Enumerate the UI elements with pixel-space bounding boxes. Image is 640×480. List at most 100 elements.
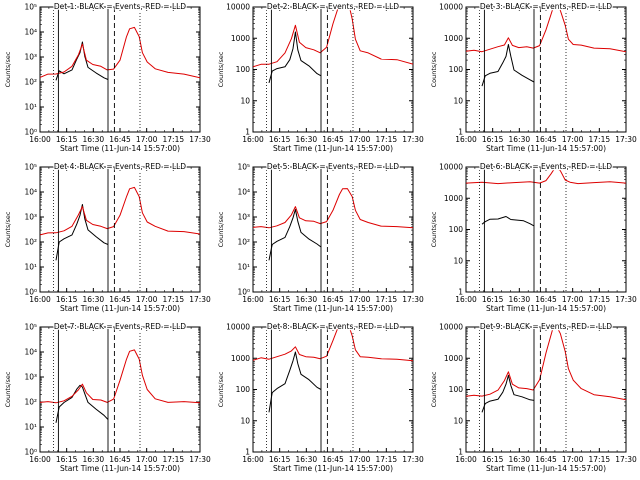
x-axis-label: Start Time (11-Jun-14 15:57:00) [486, 464, 606, 473]
series-line-events [481, 44, 535, 87]
x-tick-label: 17:30 [615, 295, 637, 304]
y-tick-label: 10⁴ [237, 188, 250, 197]
y-axis-label: Counts/sec [430, 371, 438, 407]
x-tick-label: 17:30 [402, 135, 424, 144]
x-tick-label: 17:15 [589, 455, 611, 464]
y-axis-label: Counts/sec [4, 371, 12, 407]
x-axis-label: Start Time (11-Jun-14 15:57:00) [273, 304, 393, 313]
y-tick-label: 100 [449, 385, 464, 394]
y-tick-label: 1000 [231, 354, 250, 363]
time-markers [479, 167, 567, 292]
data-area [40, 26, 200, 81]
y-tick-label: 10⁰ [237, 288, 250, 297]
y-tick-label: 10⁵ [24, 3, 37, 12]
time-markers [53, 327, 141, 452]
x-tick-label: 17:30 [402, 455, 424, 464]
series-line-events [268, 31, 322, 84]
x-tick-label: 16:45 [109, 455, 131, 464]
y-tick-label: 100 [449, 225, 464, 234]
y-tick-label: 10⁴ [24, 188, 37, 197]
x-tick-label: 17:15 [376, 135, 398, 144]
x-tick-label: 16:45 [322, 295, 344, 304]
x-tick-label: 16:15 [269, 135, 291, 144]
x-tick-label: 17:15 [376, 455, 398, 464]
plot-frame [465, 166, 627, 293]
x-tick-label: 17:30 [615, 135, 637, 144]
plot-frame [39, 166, 201, 293]
series-line-events [55, 204, 109, 261]
data-area [40, 186, 200, 261]
y-tick-label: 10¹ [237, 263, 250, 272]
y-tick-label: 10² [24, 78, 37, 87]
panel-title: Det 3: BLACK = Events, RED = LLD [480, 2, 612, 11]
data-area [466, 327, 626, 413]
y-tick-label: 100 [449, 65, 464, 74]
x-tick-label: 16:15 [56, 135, 78, 144]
x-axis-label: Start Time (11-Jun-14 15:57:00) [273, 144, 393, 153]
y-axis-label: Counts/sec [4, 211, 12, 247]
y-tick-label: 10⁵ [237, 163, 250, 172]
x-tick-label: 17:15 [163, 135, 185, 144]
series-line-events [268, 351, 322, 413]
x-axis-label: Start Time (11-Jun-14 15:57:00) [60, 304, 180, 313]
x-tick-label: 17:15 [589, 295, 611, 304]
series-line-events [55, 41, 109, 81]
x-tick-label: 17:00 [136, 295, 158, 304]
y-tick-label: 10⁰ [24, 128, 37, 137]
detector-panel-1: 10⁰ 10¹ 10² 10³ 10⁴ 10⁵ 16:00 16:15 16:30 16:45 17… [4, 1, 211, 153]
y-tick-label: 10 [453, 96, 463, 105]
detector-panel-6: 1 10 100 1000 10000 16:00 16:15 16:30 16:45 17:00… [430, 161, 637, 313]
x-axis-label: Start Time (11-Jun-14 15:57:00) [486, 144, 606, 153]
x-tick-label: 16:15 [482, 455, 504, 464]
data-area [253, 327, 413, 413]
x-axis-label: Start Time (11-Jun-14 15:57:00) [60, 144, 180, 153]
y-tick-label: 1000 [231, 34, 250, 43]
detector-panel-9: 1 10 100 1000 10000 16:00 16:15 16:30 16:45 17:00… [430, 321, 637, 473]
series-line-lld [253, 7, 413, 68]
x-tick-label: 17:15 [376, 295, 398, 304]
y-tick-label: 10⁵ [24, 323, 37, 332]
x-tick-label: 17:15 [163, 295, 185, 304]
y-tick-label: 10 [240, 96, 250, 105]
x-axis-label: Start Time (11-Jun-14 15:57:00) [60, 464, 180, 473]
x-tick-label: 16:00 [242, 135, 264, 144]
y-tick-label: 100 [236, 385, 251, 394]
panel-title: Det 7: BLACK = Events, RED = LLD [54, 322, 186, 331]
y-tick-label: 10² [24, 238, 37, 247]
series-line-lld [466, 327, 626, 401]
x-tick-label: 16:15 [269, 295, 291, 304]
series-line-events [268, 209, 322, 261]
time-markers [53, 167, 141, 292]
plot-frame [39, 326, 201, 453]
data-area [253, 188, 413, 261]
series-line-lld [253, 327, 413, 362]
x-tick-label: 17:15 [163, 455, 185, 464]
x-tick-label: 16:45 [109, 295, 131, 304]
x-tick-label: 16:00 [242, 455, 264, 464]
y-tick-label: 10000 [439, 323, 463, 332]
x-tick-label: 17:00 [136, 455, 158, 464]
x-tick-label: 16:15 [56, 295, 78, 304]
y-axis-label: Counts/sec [217, 371, 225, 407]
y-tick-label: 1 [245, 128, 250, 137]
data-area [466, 167, 626, 227]
detector-panel-5: 10⁰ 10¹ 10² 10³ 10⁴ 10⁵ 16:00 16:15 16:30 16:45 17… [217, 161, 424, 313]
x-tick-label: 17:00 [349, 295, 371, 304]
x-tick-label: 16:15 [482, 135, 504, 144]
y-tick-label: 10² [237, 238, 250, 247]
x-tick-label: 16:15 [269, 455, 291, 464]
panel-title: Det 8: BLACK = Events, RED = LLD [267, 322, 399, 331]
x-tick-label: 17:30 [189, 295, 211, 304]
y-tick-label: 1 [245, 448, 250, 457]
y-tick-label: 10³ [24, 213, 37, 222]
x-tick-label: 16:00 [29, 135, 51, 144]
panel-title: Det 4: BLACK = Events, RED = LLD [54, 162, 186, 171]
x-tick-label: 17:00 [349, 135, 371, 144]
detector-panel-8: 1 10 100 1000 10000 16:00 16:15 16:30 16:45 17:00… [217, 321, 424, 473]
panel-title: Det 1: BLACK = Events, RED = LLD [54, 2, 186, 11]
x-tick-label: 16:30 [83, 135, 105, 144]
y-tick-label: 10 [453, 256, 463, 265]
time-markers [479, 7, 567, 132]
y-tick-label: 10³ [24, 53, 37, 62]
x-tick-label: 16:45 [535, 455, 557, 464]
